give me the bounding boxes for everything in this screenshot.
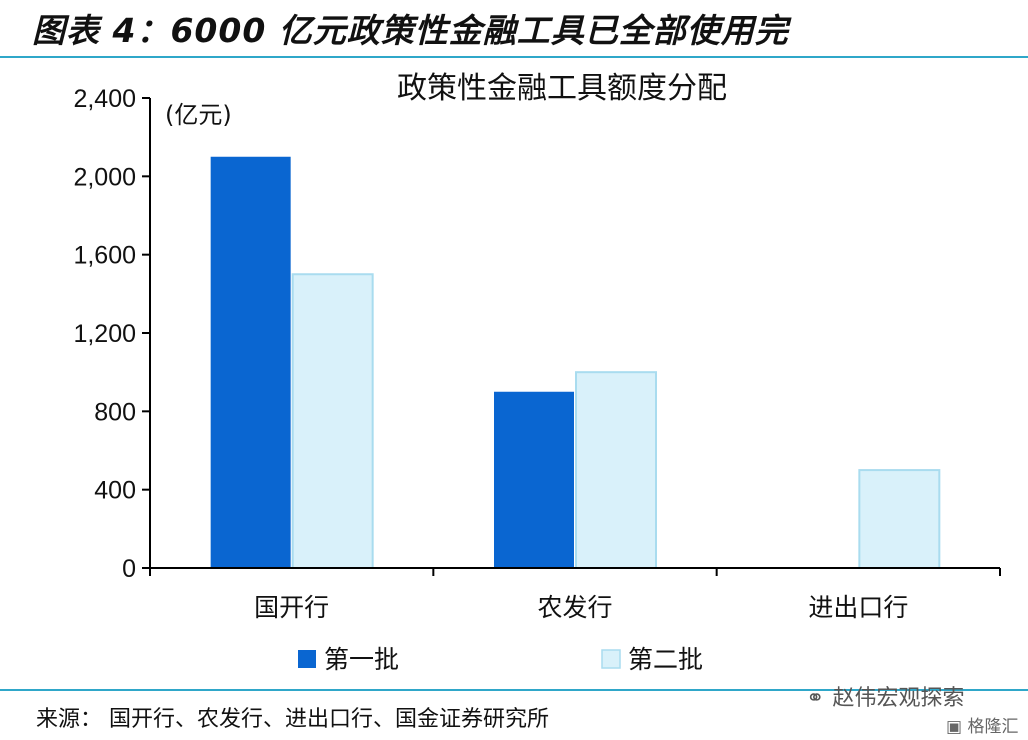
legend-swatch-1 [298, 650, 316, 668]
source-note: 来源： 国开行、农发行、进出口行、国金证券研究所 [36, 707, 549, 732]
figure-title: 图表 4：6000 亿元政策性金融工具已全部使用完 [32, 11, 789, 50]
watermark-site: ▣ 格隆汇 [946, 712, 1018, 737]
legend-label-1: 第一批 [324, 645, 399, 674]
y-tick-label: 400 [94, 477, 136, 505]
bar-2-1 [291, 273, 374, 569]
y-axis-unit-label: (亿元) [165, 101, 232, 129]
bar-1-1 [210, 156, 291, 568]
x-tick-label: 进出口行 [808, 593, 908, 622]
bar-2-2 [575, 371, 657, 569]
y-tick-label: 800 [94, 398, 136, 426]
x-tick-label: 国开行 [254, 593, 329, 622]
y-tick-label: 0 [122, 555, 136, 583]
watermark: ⚭ 赵伟宏观探索 [806, 680, 964, 712]
bottom-divider [0, 689, 1028, 691]
watermark-site-label: 格隆汇 [967, 717, 1019, 737]
y-tick-label: 1,200 [73, 320, 136, 348]
gelonghui-icon: ▣ [946, 717, 963, 737]
y-tick-label: 2,000 [73, 163, 136, 191]
top-divider [0, 56, 1028, 58]
x-tick-label: 农发行 [537, 593, 612, 622]
chart-title: 政策性金融工具额度分配 [397, 71, 727, 106]
bar-chart: 政策性金融工具额度分配 (亿元) 国开行 农发行 进出口行 0 400 800 1,200 1… [73, 71, 1001, 674]
wechat-icon: ⚭ [806, 686, 825, 711]
y-tick-label: 1,600 [73, 242, 136, 270]
bar-2-3 [858, 469, 941, 570]
legend-swatch-2 [601, 649, 621, 669]
y-tick-label: 2,400 [73, 85, 136, 113]
legend-label-2: 第二批 [628, 645, 703, 674]
watermark-account: 赵伟宏观探索 [832, 686, 965, 711]
bar-1-2 [494, 391, 574, 568]
